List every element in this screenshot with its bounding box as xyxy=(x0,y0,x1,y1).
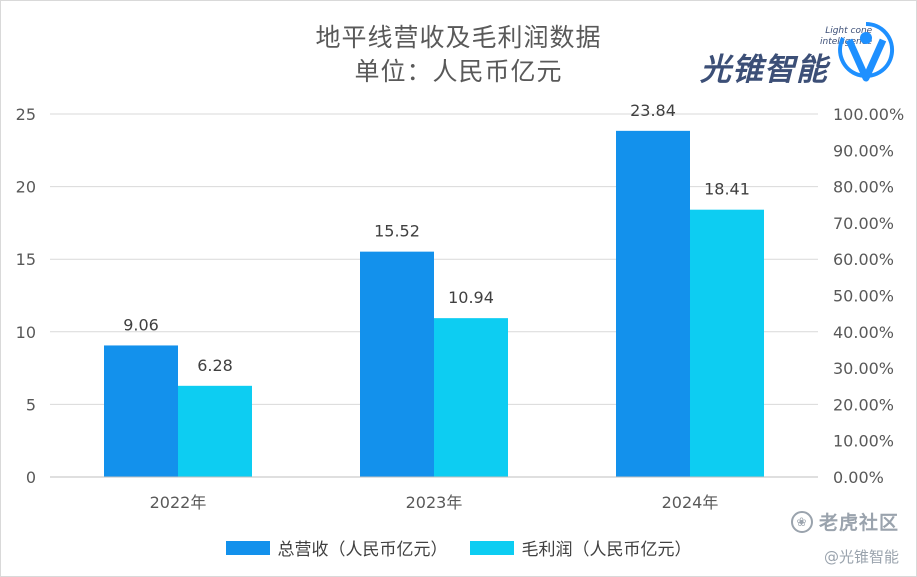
brand-logo: 光锥智能 Light cone intelligence xyxy=(700,18,900,88)
chart-title: 地平线营收及毛利润数据 xyxy=(315,23,602,52)
y-tick-label: 10 xyxy=(16,323,36,342)
author-watermark: @光锥智能 xyxy=(823,548,899,566)
y2-tick-label: 80.00% xyxy=(833,178,894,197)
y-tick-label: 15 xyxy=(16,250,36,269)
y2-tick-label: 10.00% xyxy=(833,432,894,451)
y2-tick-label: 40.00% xyxy=(833,323,894,342)
x-tick-label: 2022年 xyxy=(150,493,207,512)
data-label: 18.41 xyxy=(704,180,750,199)
legend-item-revenue: 总营收（人民币亿元） xyxy=(225,535,448,560)
bar-revenue-1 xyxy=(360,251,434,477)
y-tick-label: 0 xyxy=(26,468,36,487)
y2-tick-label: 90.00% xyxy=(833,141,894,160)
y-tick-label: 25 xyxy=(16,105,36,124)
y2-tick-label: 20.00% xyxy=(833,395,894,414)
legend-label-gross-profit: 毛利润（人民币亿元） xyxy=(521,540,692,560)
y2-tick-label: 100.00% xyxy=(833,105,904,124)
data-label: 15.52 xyxy=(374,222,420,241)
logo-mark-icon xyxy=(838,22,895,82)
x-tick-label: 2024年 xyxy=(662,493,719,512)
chart-subtitle: 单位：人民币亿元 xyxy=(354,57,563,86)
y2-tick-label: 30.00% xyxy=(833,359,894,378)
y2-tick-label: 70.00% xyxy=(833,214,894,233)
y2-tick-label: 0.00% xyxy=(833,468,884,487)
axes: 0 5 10 15 20 25 0.00% 10.00% 20.00% 30.00% 40.00% 5… xyxy=(16,105,905,512)
logo-sub-line1: Light cone xyxy=(825,26,873,36)
legend-swatch-gross-profit xyxy=(469,540,514,555)
y2-tick-label: 50.00% xyxy=(833,287,894,306)
x-tick-label: 2023年 xyxy=(406,493,463,512)
legend-item-gross-profit: 毛利润（人民币亿元） xyxy=(469,535,692,560)
bar-revenue-2 xyxy=(616,130,690,477)
y2-tick-label: 60.00% xyxy=(833,250,894,269)
bar-gross-profit-0 xyxy=(178,385,252,477)
data-label: 9.06 xyxy=(123,315,159,334)
watermark-text: 老虎社区 xyxy=(818,512,899,534)
bar-revenue-0 xyxy=(104,345,178,477)
data-label: 10.94 xyxy=(448,288,494,307)
logo-text: 光锥智能 xyxy=(700,52,828,88)
legend-label-revenue: 总营收（人民币亿元） xyxy=(277,540,448,560)
bar-gross-profit-1 xyxy=(434,318,508,477)
legend: 总营收（人民币亿元） 毛利润（人民币亿元） xyxy=(0,535,917,560)
tiger-icon: ❀ xyxy=(790,510,813,533)
legend-swatch-revenue xyxy=(225,540,270,555)
y-tick-label: 20 xyxy=(16,178,36,197)
bars xyxy=(104,130,764,477)
data-label: 6.28 xyxy=(197,356,233,375)
community-watermark: ❀ 老虎社区 xyxy=(790,508,899,535)
bar-gross-profit-2 xyxy=(690,209,764,477)
data-labels: 9.06 6.28 15.52 10.94 23.84 18.41 xyxy=(123,101,750,375)
y-tick-label: 5 xyxy=(26,395,36,414)
data-label: 23.84 xyxy=(630,101,676,120)
